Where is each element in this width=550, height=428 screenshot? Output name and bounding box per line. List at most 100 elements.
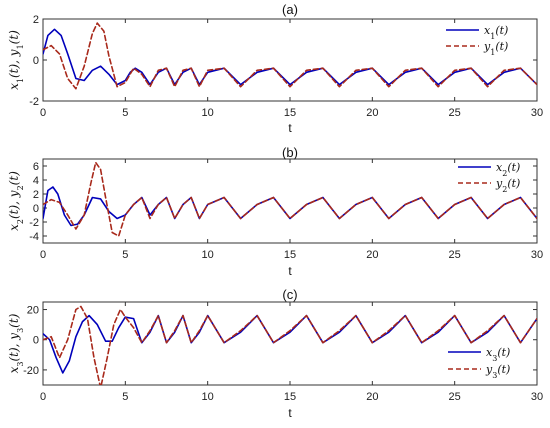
legend: x1(t)y1(t) (446, 24, 508, 57)
x-tick-label: 15 (284, 249, 296, 261)
x-tick-label: 5 (122, 391, 128, 403)
y-tick-label: -20 (23, 365, 39, 377)
x-tick-label: 5 (122, 249, 128, 261)
legend-label-part: 3 (492, 354, 497, 363)
legend-label-part: 2 (502, 169, 507, 178)
x-tick-label: 20 (366, 391, 378, 403)
y-tick-label: 20 (27, 305, 39, 317)
y-axis-label-part: 3 (16, 362, 25, 367)
x-tick-label: 30 (531, 107, 543, 119)
y-axis-label-part: (t) (7, 30, 21, 45)
legend-label: x3(t) (486, 346, 510, 363)
series-line-2 (43, 305, 537, 385)
y-tick-label: 2 (33, 14, 39, 26)
y-axis-label-part: x (7, 83, 21, 90)
legend-label-part: x (496, 161, 503, 174)
legend: x3(t)y3(t) (448, 346, 510, 380)
series-line-1 (43, 28, 537, 86)
y-axis-label-part: x (7, 366, 21, 373)
panel-title: (c) (282, 287, 297, 302)
y-axis-label-group: x3(t), y3(t) (7, 313, 25, 373)
plot-area (43, 22, 537, 90)
y-axis-label-part: (t), (7, 340, 21, 362)
y-axis-label-part: y (7, 190, 21, 198)
y-axis-label: x1(t), y1(t) (7, 30, 25, 90)
x-tick-label: 15 (284, 391, 296, 403)
legend-label-part: y (495, 177, 503, 190)
series-line-2 (43, 22, 537, 90)
y-axis-label-part: 1 (16, 44, 25, 49)
series-line-2 (43, 161, 537, 237)
legend-label-part: (t) (495, 24, 508, 37)
plot-area (43, 305, 537, 385)
y-axis-label-part: (t) (7, 171, 21, 186)
panel-title: (b) (282, 145, 298, 160)
legend-label: y1(t) (483, 40, 508, 57)
legend-label-part: y (483, 40, 491, 53)
y-axis-label-group: x1(t), y1(t) (7, 30, 25, 90)
x-tick-label: 15 (284, 107, 296, 119)
legend-label: y2(t) (495, 177, 520, 194)
legend-label: y3(t) (485, 363, 510, 380)
y-tick-label: -2 (29, 96, 39, 108)
y-axis-label-part: 2 (16, 219, 25, 224)
legend-label: x1(t) (484, 24, 508, 41)
y-axis-label-part: 1 (16, 78, 25, 83)
plot-area (43, 161, 537, 237)
y-axis-label-part: x (7, 224, 21, 231)
x-tick-label: 5 (122, 107, 128, 119)
y-axis-label-group: x2(t), y2(t) (7, 171, 25, 231)
y-tick-label: -4 (29, 231, 39, 243)
panel-a: 0 5 10 15 20 25 30-202(a)tx1(t), y1(t) x1(t)y1(… (7, 2, 543, 135)
x-axis-label: t (288, 264, 292, 278)
legend-label-part: x (484, 24, 491, 37)
y-tick-label: 0 (33, 55, 39, 67)
legend-label-part: 1 (490, 32, 495, 41)
axes-box (42, 301, 538, 386)
y-axis-label-part: 2 (16, 185, 25, 190)
x-tick-label: 20 (366, 249, 378, 261)
legend-label-part: 3 (492, 371, 497, 380)
x-tick-label: 0 (40, 107, 46, 119)
axes-box (42, 18, 538, 102)
x-tick-label: 0 (40, 249, 46, 261)
x-tick-label: 25 (449, 249, 461, 261)
x-tick-label: 10 (202, 391, 214, 403)
legend-label-part: (t) (497, 363, 510, 376)
legend: x2(t)y2(t) (458, 161, 520, 194)
legend-label-part: 2 (502, 185, 507, 194)
legend-label-part: 1 (490, 48, 495, 57)
y-axis-label: x2(t), y2(t) (7, 171, 25, 231)
legend-label-part: y (485, 363, 493, 376)
panel-title: (a) (282, 2, 298, 17)
y-axis-label-part: y (7, 333, 21, 341)
legend-label-part: (t) (507, 177, 520, 190)
y-axis-label: x3(t), y3(t) (7, 313, 25, 373)
y-axis-label-part: (t) (7, 313, 21, 328)
x-tick-label: 20 (366, 107, 378, 119)
series-line-1 (43, 186, 537, 227)
legend-label-part: (t) (495, 40, 508, 53)
x-tick-label: 10 (202, 107, 214, 119)
y-tick-label: 2 (33, 189, 39, 201)
y-axis-label-part: 3 (16, 328, 25, 333)
y-tick-label: -2 (29, 217, 39, 229)
x-tick-label: 30 (531, 391, 543, 403)
x-axis-label: t (288, 121, 292, 135)
y-axis-label-part: (t), (7, 197, 21, 219)
x-tick-label: 30 (531, 249, 543, 261)
legend-label-part: (t) (507, 161, 520, 174)
x-tick-label: 0 (40, 391, 46, 403)
y-axis-label-part: y (7, 49, 21, 57)
series-line-1 (43, 314, 537, 374)
x-tick-label: 25 (449, 107, 461, 119)
y-axis-label-part: (t), (7, 56, 21, 78)
legend-label-part: x (486, 346, 493, 359)
y-tick-label: 0 (33, 335, 39, 347)
x-tick-label: 10 (202, 249, 214, 261)
y-tick-label: 0 (33, 203, 39, 215)
y-tick-label: 6 (33, 161, 39, 173)
